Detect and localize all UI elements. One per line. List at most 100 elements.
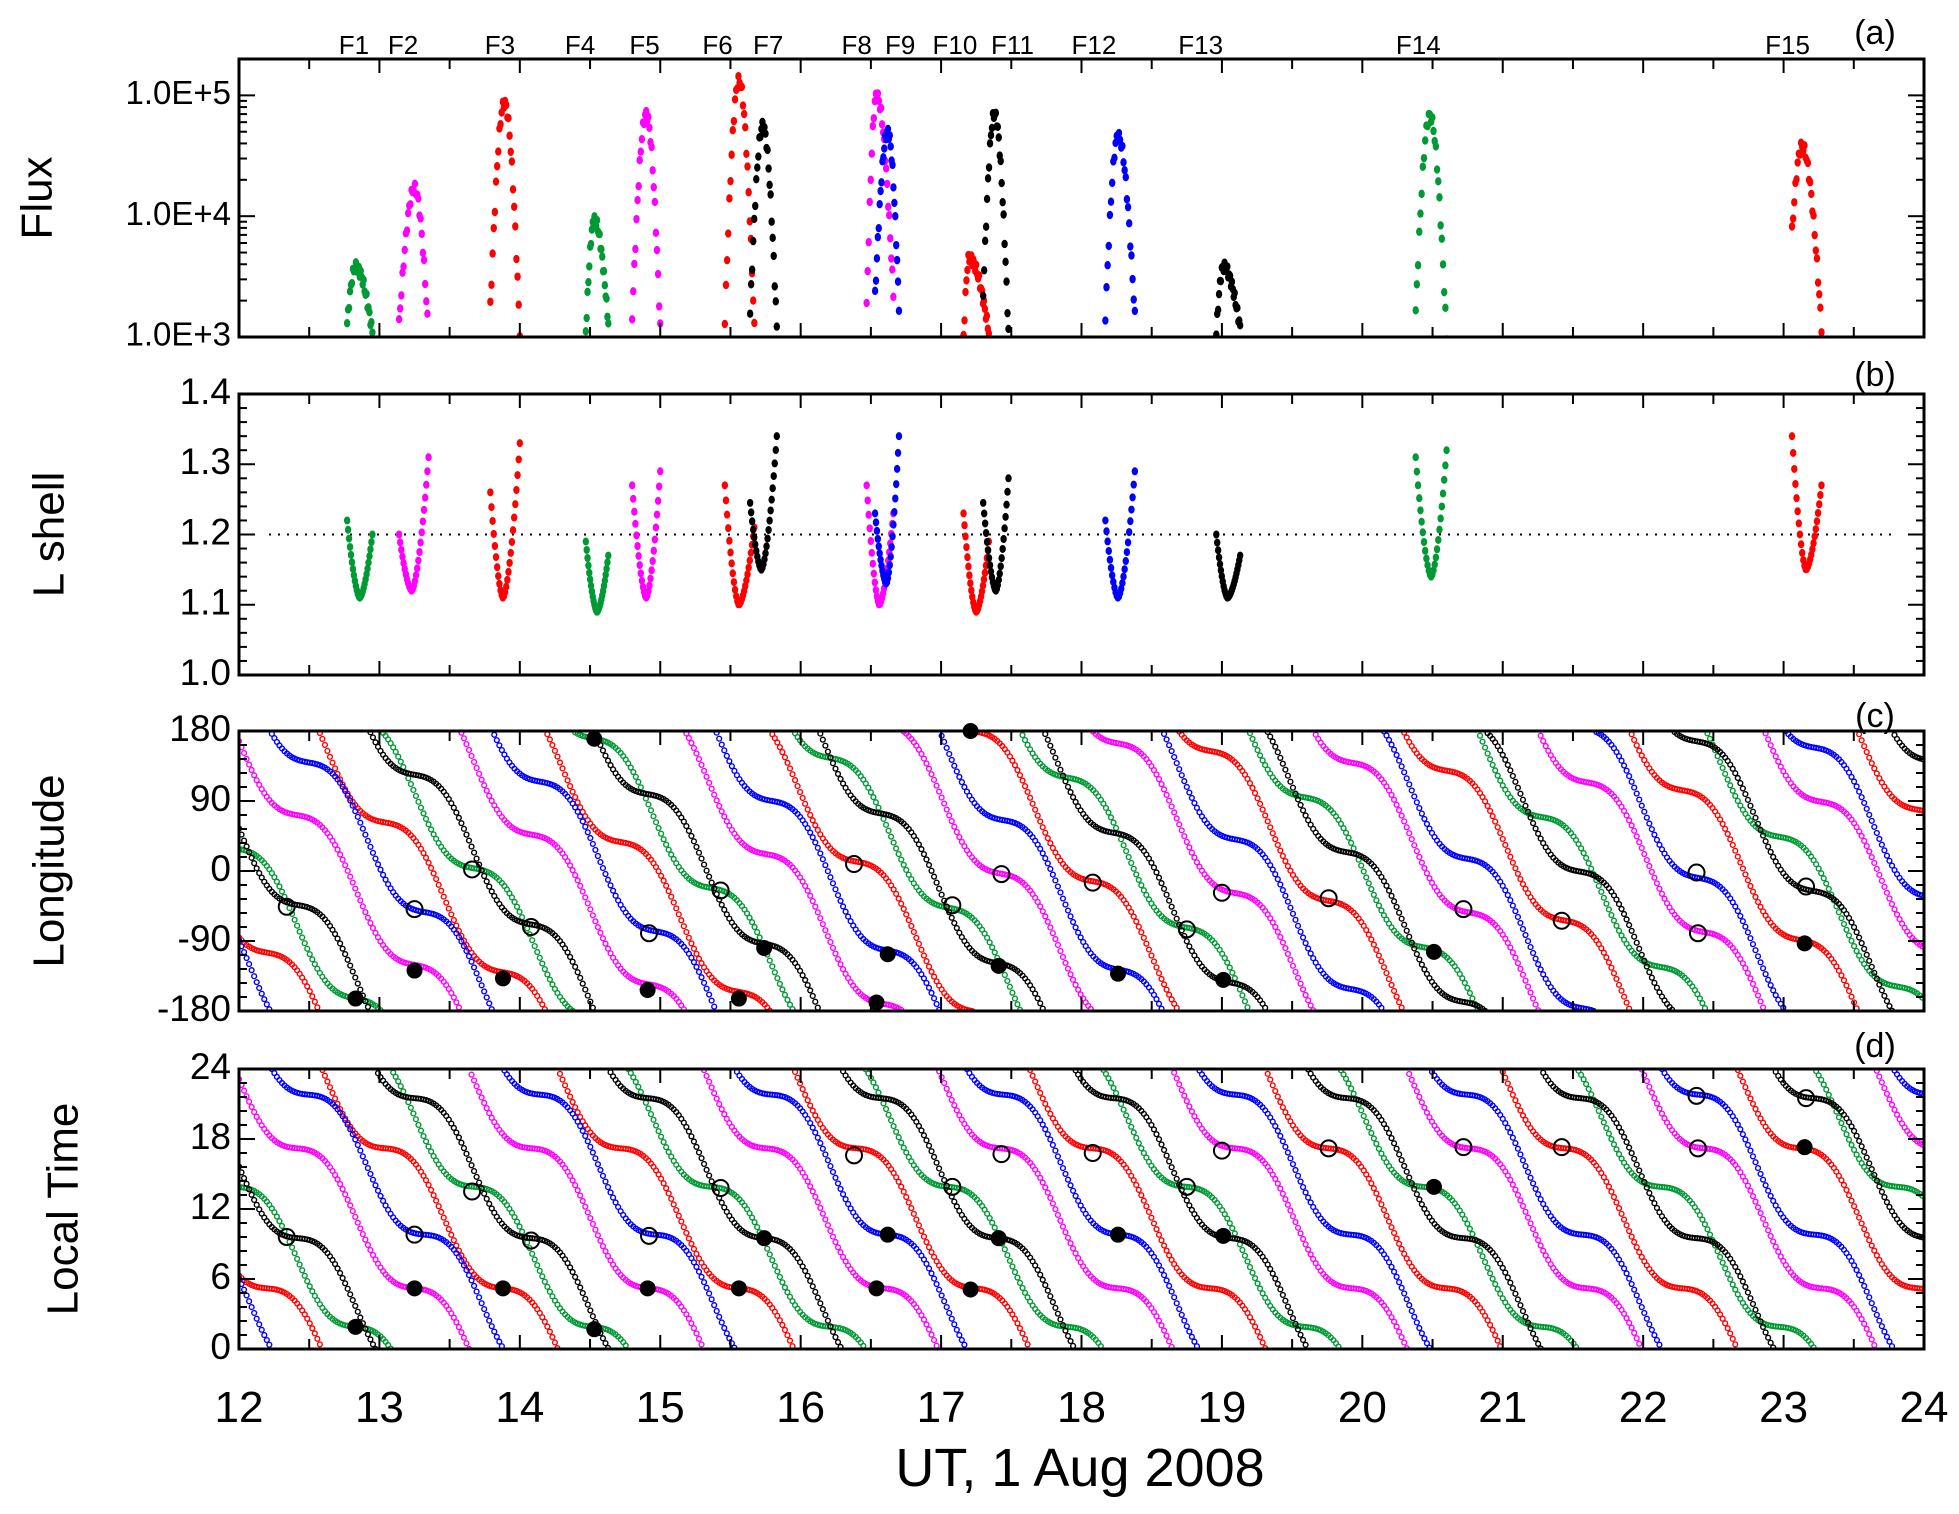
longitude-point: [920, 952, 928, 959]
longitude-point: [1411, 842, 1418, 849]
localtime-point: [1615, 1205, 1623, 1212]
flux-point: [638, 135, 646, 144]
longitude-point: [807, 811, 814, 819]
lshell-point: [1817, 491, 1824, 500]
localtime-point: [890, 1169, 897, 1177]
flux-point: [863, 298, 870, 308]
longitude-point: [1886, 895, 1893, 902]
lshell-point: [1121, 565, 1128, 574]
longitude-point: [718, 808, 725, 815]
localtime-point: [1112, 1090, 1120, 1097]
localtime-point: [1393, 1235, 1400, 1242]
longitude-point: [1370, 891, 1377, 898]
flux-point: [753, 174, 760, 184]
longitude-point: [915, 746, 922, 753]
flux-point: [1103, 283, 1110, 292]
localtime-point: [397, 1083, 404, 1090]
localtime-point: [1722, 1265, 1729, 1272]
flux-point: [423, 297, 430, 306]
localtime-point: [829, 1233, 837, 1240]
localtime-point: [920, 1233, 928, 1240]
flux-point: [1231, 288, 1238, 298]
flux-point: [1104, 261, 1111, 270]
localtime-point: [1919, 1285, 1924, 1292]
localtime-point: [1638, 1253, 1645, 1261]
longitude-point: [832, 950, 839, 957]
longitude-point: [1636, 747, 1643, 754]
flux-point: [415, 194, 422, 203]
lshell-point: [1120, 572, 1127, 581]
flux-point: [997, 156, 1004, 166]
lshell-point: [984, 546, 992, 555]
lshell-point: [1421, 546, 1429, 555]
localtime-point: [1426, 1114, 1433, 1121]
localtime-point: [468, 1071, 475, 1078]
flux-series-F9: [871, 124, 903, 316]
localtime-point: [1075, 1254, 1082, 1262]
localtime-point: [1729, 1335, 1736, 1342]
localtime-point: [1044, 1105, 1051, 1113]
flux-point: [368, 317, 375, 327]
longitude-point: [804, 887, 811, 894]
longitude-point: [347, 873, 354, 880]
longitude-point: [417, 804, 425, 811]
localtime-point: [1287, 1207, 1294, 1214]
longitude-point: [589, 1004, 596, 1011]
longitude-point: [1752, 893, 1759, 901]
localtime-point: [1858, 1316, 1865, 1323]
longitude-point: [1881, 883, 1888, 890]
flux-point: [512, 222, 519, 231]
localtime-point: [1416, 1093, 1423, 1100]
longitude-point: [1651, 874, 1658, 881]
localtime-point: [1737, 1072, 1744, 1079]
longitude-point: [1765, 736, 1772, 743]
lshell-point: [364, 564, 371, 573]
longitude-point: [837, 961, 844, 968]
longitude-point: [925, 963, 933, 970]
longitude-point: [1029, 800, 1036, 807]
longitude-point: [1542, 742, 1549, 750]
lshell-point: [746, 556, 753, 565]
lshell-series-F3: [487, 439, 524, 602]
localtime-point: [1188, 1108, 1195, 1115]
localtime-point: [392, 1073, 399, 1080]
longitude-point: [1494, 824, 1501, 831]
localtime-point: [334, 1176, 341, 1183]
localtime-point: [1360, 1112, 1367, 1120]
lshell-point: [633, 531, 640, 540]
flux-point: [360, 275, 367, 285]
longitude-point: [1507, 944, 1514, 951]
lshell-point: [980, 509, 988, 518]
flux-point: [509, 185, 517, 194]
localtime-point: [1244, 1309, 1251, 1317]
lshell-point: [761, 555, 768, 564]
longitude-point: [253, 777, 260, 784]
longitude-point: [1600, 894, 1607, 901]
localtime-point: [1059, 1223, 1067, 1230]
lshell-point: [1105, 546, 1112, 555]
longitude-point: [1719, 820, 1726, 828]
localtime-point: [584, 1209, 591, 1216]
localtime-point: [1143, 1154, 1150, 1161]
localtime-point: [683, 1311, 690, 1318]
localtime-point: [1848, 1197, 1855, 1204]
localtime-point: [1049, 1115, 1056, 1122]
localtime-point: [1408, 1076, 1415, 1083]
flux-point: [1817, 303, 1824, 312]
localtime-point: [1853, 1208, 1860, 1216]
flux-point: [645, 112, 652, 122]
localtime-point: [1770, 1238, 1777, 1245]
localtime-point: [1181, 1092, 1188, 1099]
localtime-point: [822, 1216, 829, 1223]
flux-point: [586, 262, 593, 271]
flux-point: [738, 82, 746, 92]
localtime-point: [1133, 1134, 1140, 1141]
localtime-point: [834, 1244, 842, 1251]
lshell-point: [1001, 524, 1008, 533]
longitude-point: [584, 992, 591, 999]
lshell-point: [1794, 507, 1801, 516]
localtime-point: [809, 1107, 816, 1114]
flux-point: [1121, 166, 1128, 175]
longitude-point: [1722, 770, 1729, 777]
localtime-point: [425, 1181, 432, 1189]
